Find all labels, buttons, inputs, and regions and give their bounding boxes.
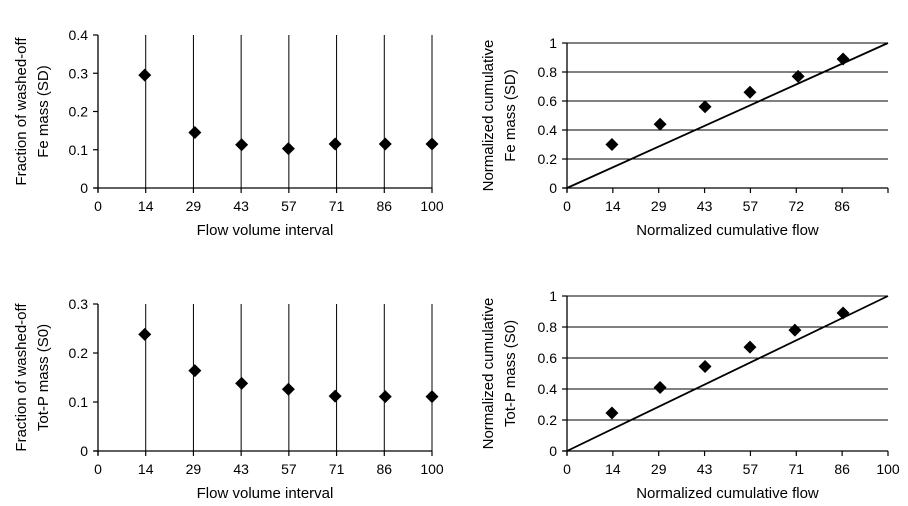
y-tick-label: 0 xyxy=(80,180,88,196)
y-axis-label-line-2: Fe mass (SD) xyxy=(35,65,52,158)
y-tick-label: 0.4 xyxy=(538,122,558,138)
y-tick-label: 0.2 xyxy=(69,345,89,361)
x-tick-label: 57 xyxy=(743,461,759,477)
x-tick-label: 86 xyxy=(376,461,392,477)
data-point xyxy=(425,137,439,151)
x-tick-label: 14 xyxy=(605,461,621,477)
x-tick-label: 43 xyxy=(697,198,713,214)
data-point xyxy=(788,323,802,337)
y-tick-label: 1 xyxy=(549,35,557,51)
y-axis-label-line-1: Fraction of washed-off xyxy=(13,303,30,452)
x-tick-label: 57 xyxy=(281,198,297,214)
x-tick-label: 100 xyxy=(876,461,900,477)
data-point xyxy=(836,306,850,320)
chart-panel-3: 0 0.1 0.2 0.3 0 14 29 43 57 71 86 100 Flow volume in… xyxy=(13,296,444,502)
y-tick-label: 0.8 xyxy=(538,64,558,80)
x-tick-label: 43 xyxy=(233,198,249,214)
reference-line xyxy=(566,42,889,189)
chart-panel-2: 0 0.2 0.4 0.6 0.8 1 0 14 29 43 57 72 86 Normalized cu… xyxy=(480,35,889,239)
y-tick-label: 0.2 xyxy=(69,104,89,120)
x-tick-label: 43 xyxy=(233,461,249,477)
x-tick-label: 86 xyxy=(834,198,850,214)
y-tick-label: 0 xyxy=(549,180,557,196)
x-tick-label: 71 xyxy=(788,461,804,477)
data-point xyxy=(698,360,712,374)
x-tick-label: 100 xyxy=(420,198,444,214)
x-tick-label: 0 xyxy=(563,198,571,214)
y-tick-label: 0.1 xyxy=(69,394,89,410)
data-point xyxy=(791,69,805,83)
x-tick-label: 71 xyxy=(329,461,345,477)
x-axis-label: Flow volume interval xyxy=(197,222,334,239)
y-axis-label-line-2: Tot-P mass (S0) xyxy=(35,324,52,431)
data-point xyxy=(188,126,202,140)
y-tick-label: 0.6 xyxy=(538,93,558,109)
data-point xyxy=(138,68,152,82)
x-tick-label: 72 xyxy=(788,198,804,214)
x-tick-label: 29 xyxy=(651,461,667,477)
data-point xyxy=(281,142,295,156)
y-tick-label: 0.3 xyxy=(69,65,89,81)
y-tick-label: 0.2 xyxy=(538,151,558,167)
x-tick-label: 100 xyxy=(420,461,444,477)
y-axis-label-line-2: Tot-P mass (S0) xyxy=(502,320,519,427)
reference-line xyxy=(566,295,889,452)
data-point xyxy=(743,340,757,354)
x-tick-label: 86 xyxy=(376,198,392,214)
x-tick-label: 29 xyxy=(186,461,202,477)
x-tick-label: 71 xyxy=(329,198,345,214)
y-tick-label: 0 xyxy=(80,443,88,459)
y-axis-label-line-1: Normalized cumulative xyxy=(480,298,497,450)
y-tick-label: 0.3 xyxy=(69,296,89,312)
y-tick-label: 1 xyxy=(549,288,557,304)
data-point xyxy=(378,137,392,151)
data-point xyxy=(235,376,249,390)
data-point xyxy=(605,406,619,420)
x-tick-label: 0 xyxy=(563,461,571,477)
y-tick-label: 0.4 xyxy=(69,27,89,43)
y-tick-label: 0 xyxy=(549,443,557,459)
data-point xyxy=(653,380,667,394)
y-axis-label-line-1: Fraction of washed-off xyxy=(13,37,30,186)
data-point xyxy=(836,52,850,66)
x-tick-label: 43 xyxy=(697,461,713,477)
x-tick-label: 14 xyxy=(138,198,154,214)
data-point xyxy=(188,364,202,378)
data-point xyxy=(743,85,757,99)
data-point xyxy=(378,390,392,404)
y-axis-label-line-2: Fe mass (SD) xyxy=(502,69,519,162)
data-point xyxy=(425,390,439,404)
x-tick-label: 0 xyxy=(94,198,102,214)
x-tick-label: 57 xyxy=(281,461,297,477)
x-tick-label: 86 xyxy=(834,461,850,477)
x-axis-label: Normalized cumulative flow xyxy=(636,222,819,239)
data-point xyxy=(328,389,342,403)
x-tick-label: 0 xyxy=(94,461,102,477)
y-tick-label: 0.4 xyxy=(538,381,558,397)
data-point xyxy=(138,327,152,341)
data-point xyxy=(698,100,712,114)
data-point xyxy=(605,138,619,151)
y-tick-label: 0.6 xyxy=(538,350,558,366)
data-point xyxy=(235,138,249,152)
data-point xyxy=(328,137,342,151)
y-axis-label-line-1: Normalized cumulative xyxy=(480,40,497,192)
x-tick-label: 29 xyxy=(186,198,202,214)
x-tick-label: 14 xyxy=(138,461,154,477)
x-tick-label: 29 xyxy=(651,198,667,214)
data-point xyxy=(653,117,667,131)
x-tick-label: 14 xyxy=(605,198,621,214)
y-tick-label: 0.8 xyxy=(538,319,558,335)
y-tick-label: 0.2 xyxy=(538,412,558,428)
x-tick-label: 57 xyxy=(743,198,759,214)
x-axis-label: Normalized cumulative flow xyxy=(636,485,819,502)
chart-panel-1: 0 0.1 0.2 0.3 0.4 0 14 29 43 57 71 86 100 Flow volume… xyxy=(13,27,444,239)
data-point xyxy=(281,382,295,396)
y-tick-label: 0.1 xyxy=(69,142,89,158)
x-axis-label: Flow volume interval xyxy=(197,485,334,502)
chart-panel-4: 0 0.2 0.4 0.6 0.8 1 0 14 29 43 57 71 86 100 Normalized… xyxy=(480,288,900,502)
